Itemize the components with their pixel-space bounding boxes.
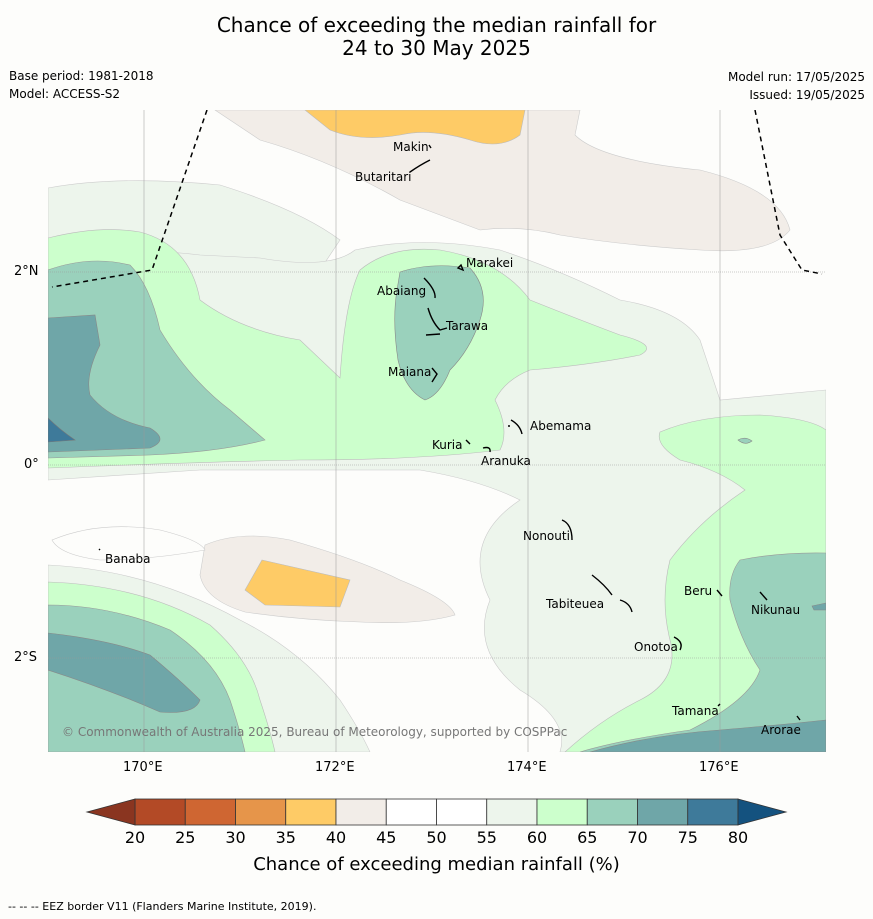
issued-date: Issued: 19/05/2025: [749, 88, 865, 102]
colorbar-tick-label: 65: [577, 828, 598, 847]
colorbar-cell: [687, 798, 739, 826]
label-beru: Beru: [684, 584, 713, 598]
colorbar-tick-label: 30: [225, 828, 246, 847]
island-tarawa: [425, 307, 448, 336]
colorbar-cell: [134, 798, 186, 826]
island-beru: [716, 589, 723, 597]
island-onotoa: [673, 636, 682, 651]
colorbar-cell: [335, 798, 387, 826]
map-canvas: [48, 110, 826, 752]
contour-55-banaba: [51, 526, 206, 561]
lat-tick-2n: 2°N: [14, 264, 39, 279]
colorbar-tick-label: 80: [727, 828, 749, 847]
island-kuria: [465, 439, 471, 445]
colorbar-tick-label: 70: [627, 828, 648, 847]
label-onotoa: Onotoa: [634, 640, 678, 654]
island-banaba: [98, 548, 101, 551]
label-banaba: Banaba: [105, 552, 151, 566]
eez-border-east: [754, 110, 823, 275]
island-arorae: [796, 715, 801, 721]
graticule: [48, 110, 826, 752]
label-butaritari: Butaritari: [355, 170, 412, 184]
contour-65-tarawa: [394, 265, 484, 401]
colorbar: [85, 798, 788, 826]
colorbar-cell: [436, 798, 488, 826]
colorbar-over-arrow: [737, 798, 788, 826]
lon-tick-176e: 176°E: [699, 760, 739, 775]
colorbar-cell: [235, 798, 287, 826]
colorbar-under-arrow: [85, 798, 136, 826]
island-makin: [428, 144, 432, 149]
contour-75-west: [48, 417, 76, 443]
colorbar-cell: [586, 798, 638, 826]
island-nonouti: [561, 519, 573, 541]
colorbar-tick-label: 50: [426, 828, 447, 847]
colorbar-tick-label: 60: [526, 828, 548, 847]
label-marakei: Marakei: [466, 256, 514, 270]
label-tarawa: Tarawa: [446, 319, 489, 333]
island-aranuka: [482, 446, 491, 453]
colorbar-tick-label: 45: [376, 828, 397, 847]
island-marakei: [456, 263, 465, 272]
island-abemama: [508, 419, 523, 435]
lat-tick-0: 0°: [24, 457, 39, 472]
colorbar-tick-label: 35: [275, 828, 296, 847]
lat-tick-2s: 2°S: [14, 650, 38, 665]
lon-tick-170e: 170°E: [123, 760, 163, 775]
contour-40-north: [214, 110, 791, 252]
copyright-notice: © Commonwealth of Australia 2025, Bureau…: [62, 725, 568, 739]
island-tamana: [717, 703, 721, 707]
contour-70-southwest: [48, 632, 201, 713]
label-nonouti: Nonouti: [523, 529, 570, 543]
label-abaiang: Abaiang: [377, 284, 427, 298]
colorbar-cell: [637, 798, 689, 826]
map-title-line2: 24 to 30 May 2025: [342, 36, 531, 60]
colorbar-tick-label: 25: [175, 828, 196, 847]
map-title-line1: Chance of exceeding the median rainfall …: [216, 13, 657, 37]
eez-border-west: [51, 110, 208, 288]
island-nikunau: [759, 591, 768, 601]
model-name: Model: ACCESS-S2: [9, 87, 121, 101]
colorbar-tick-label: 75: [677, 828, 698, 847]
label-arorae: Arorae: [761, 723, 801, 737]
island-butaritari: [409, 159, 431, 173]
contour-layer: [48, 110, 826, 752]
colorbar-tick-label: 55: [476, 828, 497, 847]
colorbar-tick-label: 20: [124, 828, 146, 847]
label-tamana: Tamana: [672, 704, 719, 718]
colorbar-cell: [285, 798, 337, 826]
base-period: Base period: 1981-2018: [9, 69, 154, 83]
colorbar-cell: [536, 798, 588, 826]
islands: [98, 144, 801, 721]
model-run: Model run: 17/05/2025: [727, 70, 865, 84]
label-maiana: Maiana: [388, 365, 432, 379]
lon-tick-172e: 172°E: [315, 760, 355, 775]
island-tabiteuea: [591, 574, 633, 613]
colorbar-cell: [486, 798, 538, 826]
island-abaiang: [423, 277, 436, 299]
lon-tick-174e: 174°E: [507, 760, 547, 775]
island-maiana: [431, 367, 438, 383]
label-makin: Makin: [393, 140, 429, 154]
label-aranuka: Aranuka: [481, 454, 531, 468]
eez-legend-note: -- -- -- EEZ border V11 (Flanders Marine…: [8, 900, 317, 913]
label-nikunau: Nikunau: [751, 603, 801, 617]
label-kuria: Kuria: [432, 438, 463, 452]
contour-35-north: [304, 110, 526, 145]
colorbar-title: Chance of exceeding median rainfall (%): [253, 854, 620, 875]
contour-70-east-small: [811, 602, 826, 611]
label-abemama: Abemama: [530, 419, 592, 433]
contour-65-small: [737, 437, 753, 444]
contour-65-southeast: [579, 552, 826, 752]
contour-70-west: [48, 314, 161, 453]
contour-35-southwest: [244, 559, 351, 608]
colorbar-cell: [184, 798, 236, 826]
colorbar-tick-label: 40: [325, 828, 347, 847]
label-tabiteuea: Tabiteuea: [546, 597, 605, 611]
colorbar-cell: [385, 798, 437, 826]
